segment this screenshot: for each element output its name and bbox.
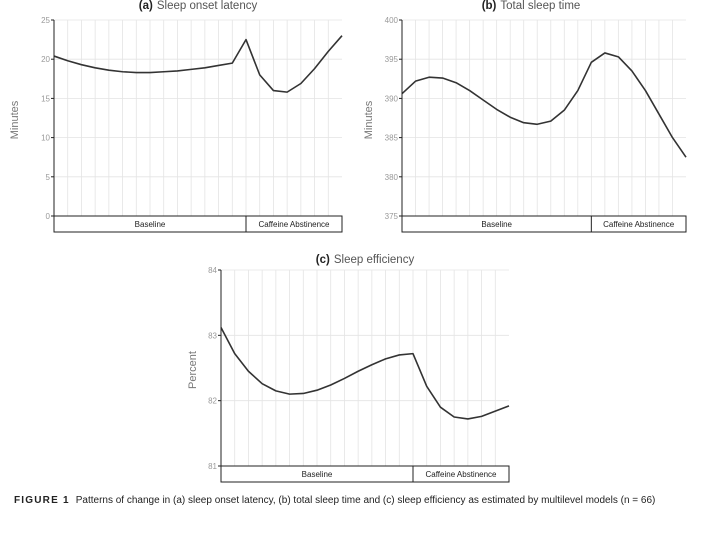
panel-title: (b) Total sleep time [482, 0, 581, 12]
y-axis-label: Minutes [9, 100, 21, 139]
panel-total-sleep-time: (b) Total sleep time Minutes 375 380 385 390… [363, 0, 687, 233]
panel-title-text: Sleep efficiency [334, 254, 415, 266]
series-lines [53, 35, 343, 93]
panel-title-text: Sleep onset latency [157, 0, 258, 12]
panel-sleep-onset-latency: (a) Sleep onset latency Minutes 0 5 10 15 20 2… [9, 0, 343, 233]
y-tick-label: 385 [385, 134, 399, 143]
panel-sleep-efficiency: (c) Sleep efficiency Percent 81 82 83 84 Bas… [187, 254, 510, 483]
y-tick-label: 10 [41, 134, 50, 143]
series-lines [401, 52, 687, 158]
phase-label: Caffeine Abstinence [603, 220, 675, 229]
panel-title: (c) Sleep efficiency [316, 254, 415, 266]
y-tick-label: 25 [41, 16, 50, 25]
phase-bar: Baseline Caffeine Abstinence [53, 215, 343, 233]
phase-label: Baseline [481, 220, 512, 229]
y-axis-ticks: 0 5 10 15 20 25 [41, 16, 50, 221]
y-tick-label: 395 [385, 55, 399, 64]
y-tick-label: 82 [208, 397, 217, 406]
y-tick-label: 84 [208, 266, 217, 275]
phase-bar: Baseline Caffeine Abstinence [220, 465, 510, 483]
panel-title: (a) Sleep onset latency [139, 0, 258, 12]
series-line [53, 35, 343, 93]
figure-label: FIGURE 1 [14, 495, 70, 506]
phase-label: Baseline [135, 220, 166, 229]
y-tick-label: 20 [41, 55, 50, 64]
y-tick-label: 15 [41, 94, 50, 103]
axes [51, 19, 342, 217]
y-tick-label: 375 [385, 212, 399, 221]
panel-title-text: Total sleep time [500, 0, 580, 12]
figure-caption: FIGURE 1 Patterns of change in (a) sleep … [14, 494, 704, 508]
y-tick-label: 81 [208, 462, 217, 471]
series-lines [220, 327, 510, 420]
phase-bar-outline [401, 215, 687, 233]
phase-label: Caffeine Abstinence [258, 220, 330, 229]
gridlines [221, 269, 509, 466]
y-tick-label: 83 [208, 331, 217, 340]
phase-label: Caffeine Abstinence [425, 470, 497, 479]
y-axis-label: Percent [187, 351, 199, 389]
phase-label: Baseline [302, 470, 333, 479]
y-tick-label: 390 [385, 94, 399, 103]
caption-text: Patterns of change in (a) sleep onset la… [75, 495, 656, 506]
y-tick-label: 380 [385, 173, 399, 182]
panel-letter: (c) [316, 254, 330, 266]
y-tick-label: 0 [46, 212, 51, 221]
y-tick-label: 5 [46, 173, 51, 182]
phase-bar-outline [53, 215, 343, 233]
y-axis-ticks: 81 82 83 84 [208, 266, 217, 471]
phase-bar: Baseline Caffeine Abstinence [401, 215, 687, 233]
phase-bar-outline [220, 465, 510, 483]
y-tick-label: 400 [385, 16, 399, 25]
gridlines [402, 19, 686, 216]
panel-letter: (a) [139, 0, 153, 12]
series-line [220, 327, 510, 420]
series-line [401, 52, 687, 158]
axes [399, 19, 686, 217]
y-axis-ticks: 375 380 385 390 395 400 [385, 16, 399, 221]
panel-letter: (b) [482, 0, 497, 12]
y-axis-label: Minutes [363, 100, 375, 139]
gridlines [54, 19, 342, 216]
